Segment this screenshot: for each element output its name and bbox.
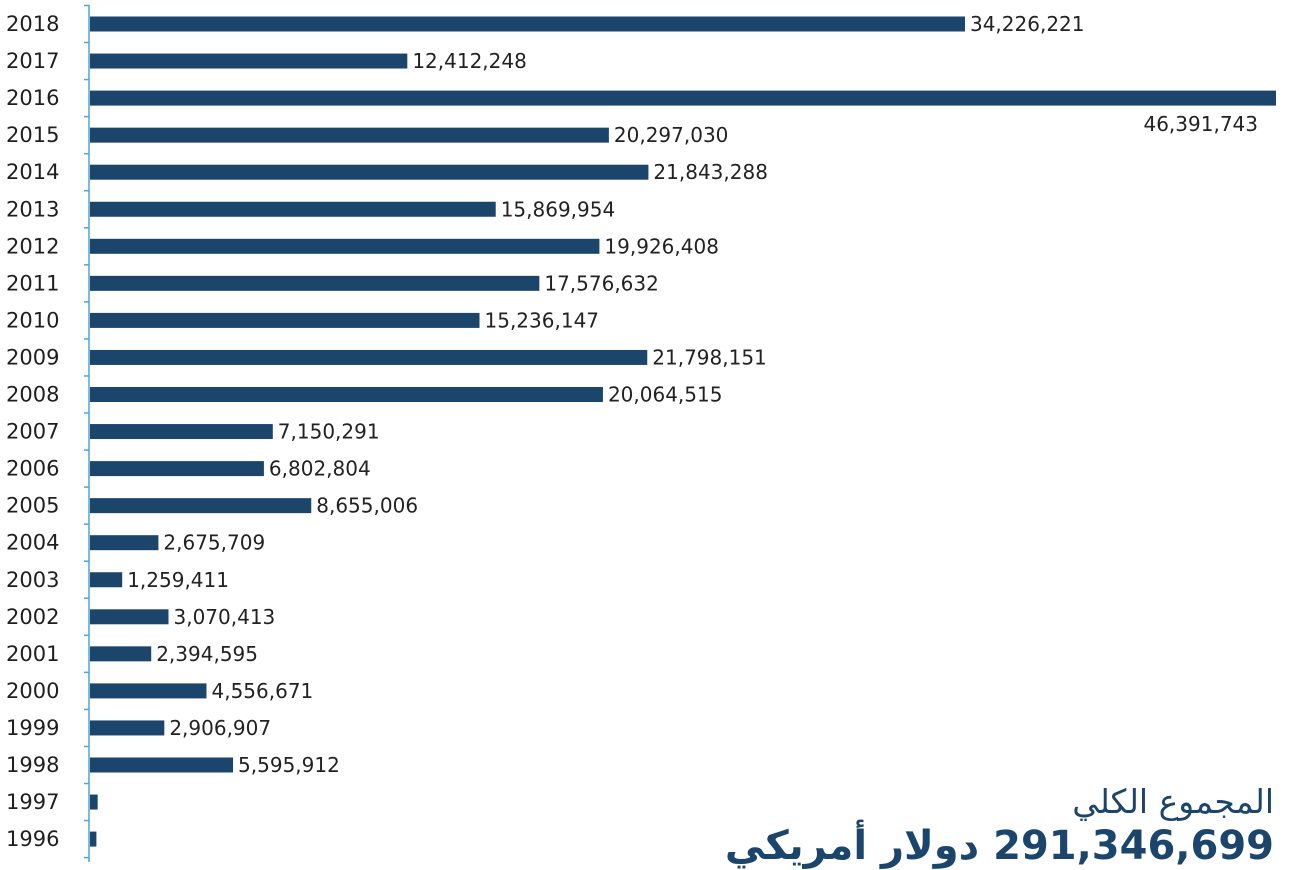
bar-1996 [90,831,97,847]
value-label-2013: 15,869,954 [501,197,616,221]
year-label-2001: 2001 [6,642,59,666]
value-label-2016: 46,391,743 [1143,112,1258,136]
value-label-2010: 15,236,147 [485,308,600,332]
value-label-2000: 4,556,671 [211,679,313,703]
value-labels-group: 34,226,221 12,412,248 46,391,743 20,297,030… [127,12,1258,777]
value-label-2005: 8,655,006 [316,494,418,518]
bar-1997 [90,794,98,810]
value-label-2018: 34,226,221 [970,12,1085,36]
year-label-2014: 2014 [6,160,59,184]
bar-1999 [90,720,165,736]
bar-2017 [90,53,408,69]
value-label-2015: 20,297,030 [614,123,729,147]
value-label-2006: 6,802,804 [269,457,371,481]
year-label-2013: 2013 [6,197,59,221]
total-block: المجموع الكلي 291,346,699 دولار أمريكي [674,782,1274,870]
axis-ticks [84,4,89,859]
total-amount: 291,346,699 [993,823,1274,869]
bar-2006 [90,461,264,477]
bar-2018 [90,16,965,32]
value-label-2014: 21,843,288 [653,160,768,184]
total-currency: دولار أمريكي [724,823,980,869]
bar-2015 [90,127,609,143]
value-label-1999: 2,906,907 [169,716,271,740]
year-label-2009: 2009 [6,345,59,369]
bar-1998 [90,757,234,773]
bar-2016 [90,90,1276,106]
year-label-1999: 1999 [6,716,59,740]
year-label-2016: 2016 [6,86,59,110]
year-label-2007: 2007 [6,420,59,444]
year-label-2005: 2005 [6,494,59,518]
bar-2012 [90,238,600,254]
year-label-2008: 2008 [6,383,59,407]
year-label-2002: 2002 [6,605,59,629]
year-label-1997: 1997 [6,790,59,814]
bar-2002 [90,609,169,625]
year-label-2006: 2006 [6,457,59,481]
year-label-2000: 2000 [6,679,59,703]
bars-group [90,16,1276,847]
bar-2010 [90,312,480,328]
year-label-2010: 2010 [6,308,59,332]
value-label-2003: 1,259,411 [127,568,229,592]
value-label-2004: 2,675,709 [163,531,265,555]
value-label-2017: 12,412,248 [412,49,527,73]
total-caption: المجموع الكلي [1072,782,1274,821]
bar-2004 [90,535,159,551]
bar-2013 [90,201,496,217]
year-label-2017: 2017 [6,49,59,73]
year-label-2015: 2015 [6,123,59,147]
total-line: 291,346,699 دولار أمريكي [674,822,1274,870]
value-label-2009: 21,798,151 [652,345,767,369]
bar-2005 [90,498,312,514]
value-label-2002: 3,070,413 [173,605,275,629]
value-label-2001: 2,394,595 [156,642,258,666]
year-label-1996: 1996 [6,827,59,851]
bar-2000 [90,683,207,699]
year-label-2011: 2011 [6,271,59,295]
year-label-2012: 2012 [6,234,59,258]
value-label-2007: 7,150,291 [278,420,380,444]
bar-2009 [90,349,648,365]
bar-2001 [90,646,152,662]
value-label-2008: 20,064,515 [608,383,723,407]
value-label-1998: 5,595,912 [238,753,340,777]
value-label-2012: 19,926,408 [604,234,719,258]
year-label-1998: 1998 [6,753,59,777]
bar-2003 [90,572,123,588]
year-label-2018: 2018 [6,12,59,36]
bar-2014 [90,164,649,180]
year-labels-group: 2018 2017 2016 2015 2014 2013 2012 2011 2010 2009… [6,12,59,851]
bar-2011 [90,275,540,291]
year-label-2004: 2004 [6,531,59,555]
bar-2008 [90,387,603,402]
bar-2007 [90,424,273,440]
year-label-2003: 2003 [6,568,59,592]
value-label-2011: 17,576,632 [544,271,659,295]
